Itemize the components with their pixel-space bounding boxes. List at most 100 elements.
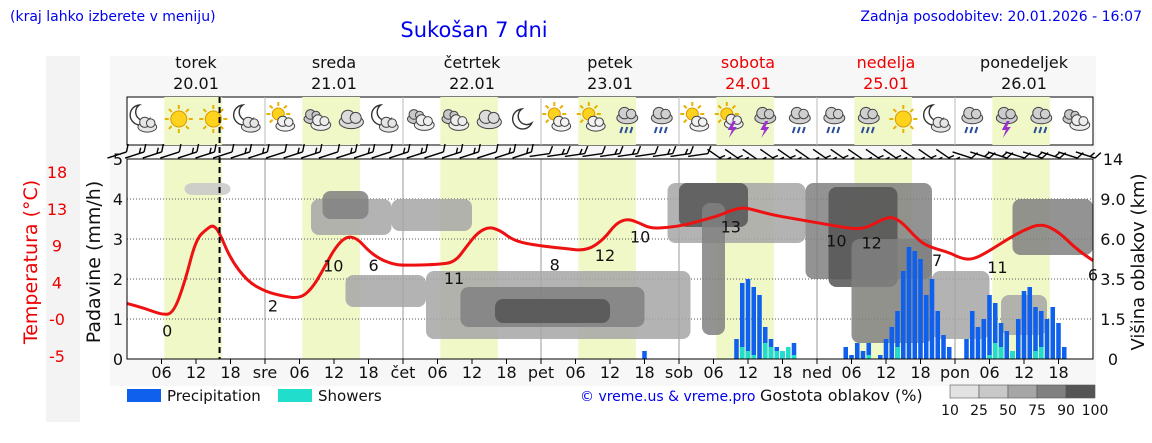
precipitation-bar <box>1050 307 1056 359</box>
precipitation-bar <box>929 279 935 359</box>
time-tick: pet <box>528 363 554 382</box>
wind-barb <box>441 143 464 159</box>
precipitation-legend-label: Precipitation <box>167 387 261 405</box>
precipitation-bar <box>895 311 900 359</box>
day-name: nedelja <box>857 53 916 72</box>
temperature-label: 10 <box>826 232 846 251</box>
sun-icon <box>164 105 193 133</box>
time-tick: sre <box>253 363 277 382</box>
clouds-icon <box>441 109 470 131</box>
time-tick: pon <box>940 363 970 382</box>
clouds-icon <box>1062 109 1091 131</box>
shower-bar <box>751 355 757 359</box>
precipitation-bar <box>757 295 762 359</box>
time-tick: 12 <box>876 363 896 382</box>
precipitation-bar <box>751 287 757 359</box>
cloud-density-swatch <box>949 384 980 399</box>
precipitation-bar <box>906 247 912 359</box>
clouds-icon <box>406 109 435 131</box>
time-tick: 18 <box>358 363 378 382</box>
time-tick: 18 <box>634 363 654 382</box>
legend: Precipitation Showers © vreme.us & vreme… <box>127 384 1108 419</box>
cloud-icon <box>476 109 502 130</box>
precipitation-bar <box>642 351 647 359</box>
precipitation-bar <box>969 311 975 359</box>
shower-bars <box>739 343 1044 359</box>
shower-bar <box>998 347 1004 359</box>
sun-cloud-icon <box>266 102 296 132</box>
cloud-height-tick: 0 <box>1108 350 1118 369</box>
time-tick: 06 <box>979 363 999 382</box>
time-tick: 12 <box>1014 363 1034 382</box>
day-name: torek <box>175 53 217 72</box>
temperature-axis-title: Temperatura (°C) <box>20 180 42 345</box>
cloud-density-tick: 25 <box>970 403 988 419</box>
temperature-label: 12 <box>861 234 881 253</box>
temperature-label: 11 <box>987 258 1007 277</box>
time-axis: 06 12 18 sre 06 12 18 čet 06 12 18 pet 06 12 18 sob 06 12… <box>151 359 1069 382</box>
showers-swatch <box>278 389 312 402</box>
wind-barb <box>564 145 589 158</box>
precipitation-bar <box>1056 323 1061 359</box>
cloud-density-block <box>1012 199 1093 255</box>
cloud-rain-icon <box>823 106 846 134</box>
time-tick: čet <box>391 363 416 382</box>
cloud-density-block <box>851 239 932 343</box>
precipitation-bar <box>866 343 872 359</box>
wind-barb <box>300 143 323 159</box>
wind-barb <box>1075 151 1102 159</box>
left-strip <box>46 56 80 422</box>
time-tick: 18 <box>220 363 240 382</box>
sun-icon <box>199 105 228 133</box>
precipitation-bar <box>854 343 860 359</box>
shower-bar <box>780 351 785 359</box>
cloud-icon <box>338 109 364 130</box>
day-date: 20.01 <box>173 74 219 93</box>
credit-link[interactable]: © vreme.us & vreme.pro <box>580 389 755 405</box>
cloud-height-tick: 9.0 <box>1100 190 1125 209</box>
cloud-density-swatch <box>1036 384 1067 399</box>
day-date: 24.01 <box>725 74 771 93</box>
temperature-label: 2 <box>268 296 278 315</box>
precipitation-bar <box>1004 331 1010 359</box>
cloud-density-block <box>184 183 231 195</box>
precipitation-bar <box>975 327 981 359</box>
day-name: četrtek <box>444 53 502 72</box>
precipitation-bar <box>923 295 929 359</box>
precipitation-bar <box>849 355 854 359</box>
temperature-tick: -0 <box>49 310 65 329</box>
precipitation-bar <box>981 319 987 359</box>
temperature-label: 8 <box>550 256 560 275</box>
sun-icon <box>889 105 918 133</box>
page-title: Sukošan 7 dni <box>400 18 547 42</box>
wind-barb <box>124 143 147 159</box>
wind-barb <box>494 143 517 159</box>
wind-barb <box>336 143 358 159</box>
clouds-icon <box>303 109 332 131</box>
precipitation-bar <box>860 351 866 359</box>
shower-bar <box>791 355 797 359</box>
precipitation-bar <box>987 295 992 359</box>
precipitation-axis: 5 4 3 2 1 0 <box>113 150 123 369</box>
cloud-density-tick: 75 <box>1028 403 1046 419</box>
temperature-line <box>126 206 1094 316</box>
precipitation-bar <box>1021 291 1027 359</box>
time-tick: 12 <box>462 363 482 382</box>
storm-icon <box>754 106 777 138</box>
time-tick: 18 <box>496 363 516 382</box>
day-name: sobota <box>721 53 775 72</box>
region-hint[interactable]: (kraj lahko izberete v meniju) <box>10 9 216 25</box>
wind-barb <box>582 145 606 158</box>
precipitation-bar <box>734 339 739 359</box>
time-tick: 06 <box>289 363 309 382</box>
time-tick: 06 <box>565 363 585 382</box>
precipitation-bar <box>1044 319 1050 359</box>
sun-storm-icon <box>714 102 744 138</box>
wind-barb <box>406 143 429 159</box>
cloud-density-tick: 50 <box>999 403 1017 419</box>
wind-barb <box>248 143 270 159</box>
temperature-label: 6 <box>368 256 378 275</box>
wind-barb <box>670 145 694 158</box>
wind-barb <box>477 143 499 159</box>
precipitation-tick: 4 <box>113 190 123 209</box>
